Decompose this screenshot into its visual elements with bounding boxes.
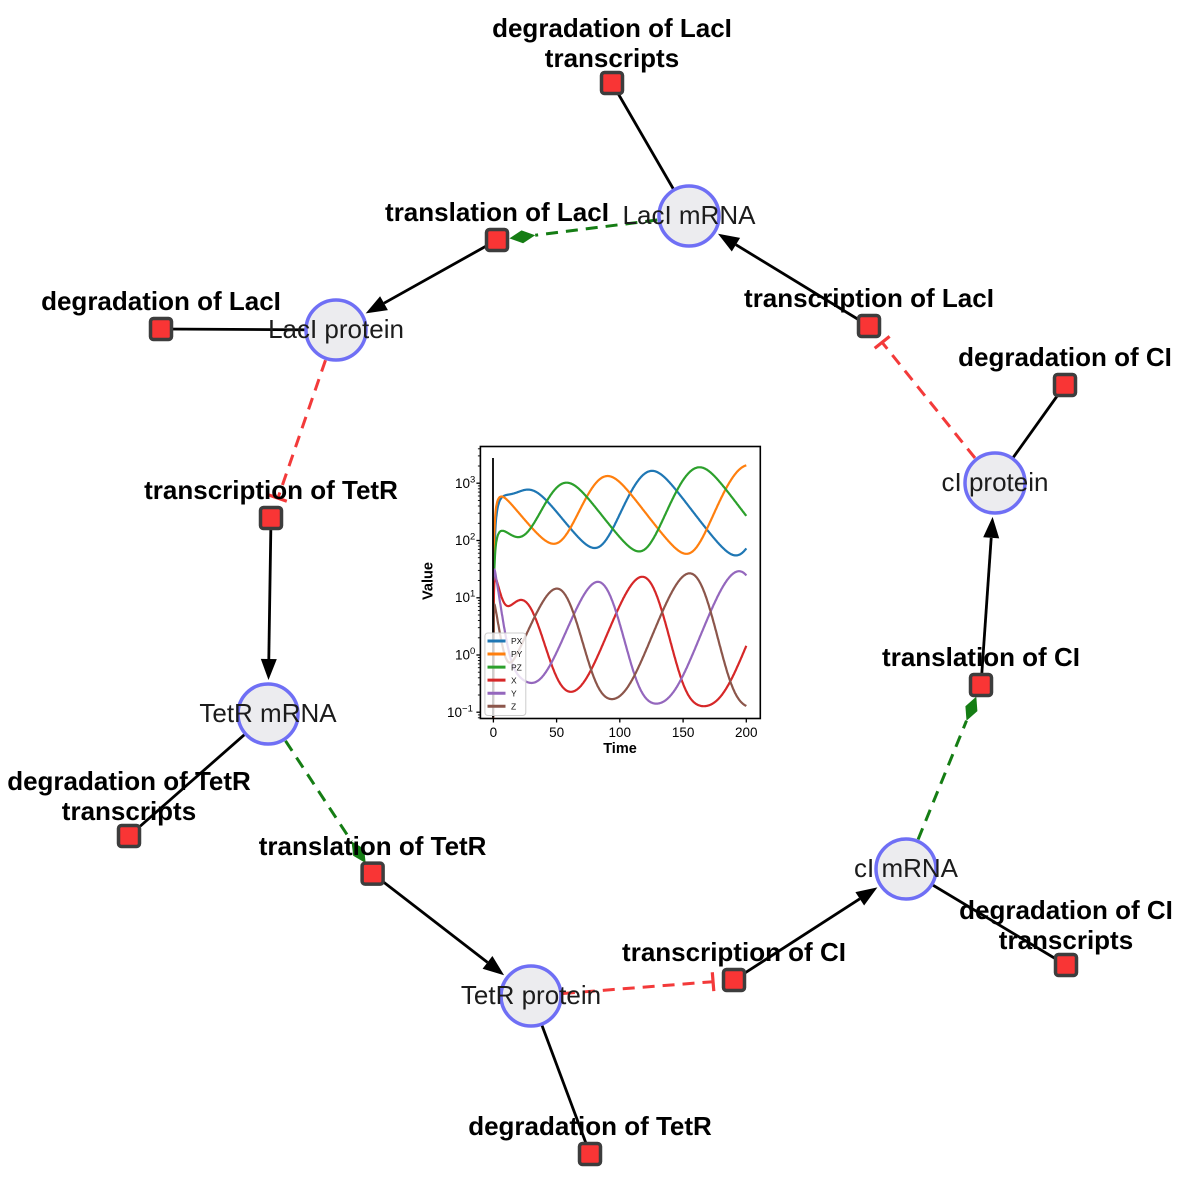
svg-text:100: 100 xyxy=(609,725,632,740)
svg-text:degradation of CI: degradation of CI xyxy=(958,342,1172,372)
svg-text:Time: Time xyxy=(603,741,637,757)
svg-text:200: 200 xyxy=(735,725,758,740)
svg-text:cI protein: cI protein xyxy=(942,467,1049,497)
svg-text:transcription of CI: transcription of CI xyxy=(622,937,846,967)
svg-text:degradation of TetR: degradation of TetR xyxy=(468,1111,712,1141)
svg-text:0: 0 xyxy=(490,725,498,740)
svg-text:degradation of LacI: degradation of LacI xyxy=(41,286,281,316)
svg-text:transcripts: transcripts xyxy=(999,925,1133,955)
svg-text:degradation of LacI: degradation of LacI xyxy=(492,13,732,43)
svg-text:PZ: PZ xyxy=(511,662,522,672)
svg-text:Y: Y xyxy=(511,688,517,698)
svg-text:Value: Value xyxy=(421,562,437,600)
svg-text:150: 150 xyxy=(672,725,695,740)
svg-text:translation of TetR: translation of TetR xyxy=(259,831,487,861)
svg-text:LacI protein: LacI protein xyxy=(268,314,404,344)
svg-text:transcription of TetR: transcription of TetR xyxy=(144,475,398,505)
svg-text:translation of CI: translation of CI xyxy=(882,642,1080,672)
svg-text:X: X xyxy=(511,675,517,685)
svg-text:TetR protein: TetR protein xyxy=(461,980,601,1010)
svg-text:degradation of CI: degradation of CI xyxy=(959,895,1173,925)
svg-text:LacI mRNA: LacI mRNA xyxy=(623,200,757,230)
svg-text:cI mRNA: cI mRNA xyxy=(854,853,959,883)
svg-text:transcripts: transcripts xyxy=(62,796,196,826)
svg-text:Z: Z xyxy=(511,702,516,712)
svg-text:PX: PX xyxy=(511,636,523,646)
svg-text:TetR mRNA: TetR mRNA xyxy=(199,698,337,728)
svg-text:degradation of TetR: degradation of TetR xyxy=(7,766,251,796)
svg-text:translation of LacI: translation of LacI xyxy=(385,197,609,227)
svg-text:50: 50 xyxy=(549,725,564,740)
svg-text:transcription of LacI: transcription of LacI xyxy=(744,283,994,313)
svg-text:PY: PY xyxy=(511,649,523,659)
svg-text:transcripts: transcripts xyxy=(545,43,679,73)
